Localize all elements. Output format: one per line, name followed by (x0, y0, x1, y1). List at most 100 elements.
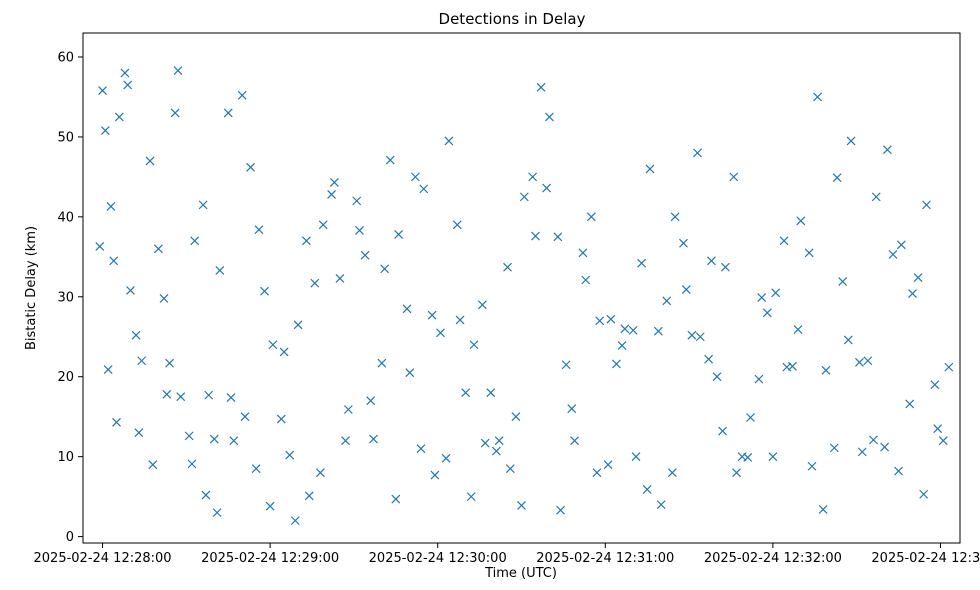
data-point (729, 172, 739, 182)
data-point (645, 164, 655, 174)
data-point (704, 354, 714, 364)
data-point (170, 108, 180, 118)
data-point (385, 155, 395, 165)
x-axis: 2025-02-24 12:28:00 2025-02-24 12:29:00 20… (34, 543, 980, 566)
data-point (494, 436, 504, 446)
data-point (335, 273, 345, 283)
data-points (95, 66, 954, 526)
data-point (279, 347, 289, 357)
data-point (637, 258, 647, 268)
data-point (570, 436, 579, 446)
data-point (461, 388, 471, 398)
data-point (606, 314, 616, 324)
data-point (653, 326, 663, 336)
data-point (95, 242, 105, 251)
data-point (679, 238, 688, 248)
data-point (251, 464, 261, 474)
data-point (743, 453, 753, 462)
data-point (779, 236, 789, 246)
data-point (846, 136, 856, 146)
data-point (285, 450, 295, 460)
data-point (120, 68, 130, 78)
data-point (882, 145, 892, 155)
data-point (209, 434, 219, 444)
data-point (913, 273, 923, 283)
data-point (528, 172, 538, 182)
data-point (430, 470, 440, 480)
data-point (290, 516, 300, 526)
data-point (352, 196, 362, 206)
data-point (782, 362, 792, 372)
data-point (695, 332, 705, 342)
data-point (131, 330, 141, 340)
data-point (628, 325, 638, 335)
data-point (905, 399, 915, 409)
data-point (486, 388, 496, 398)
data-point (720, 262, 730, 272)
data-point (103, 365, 113, 374)
data-point (137, 356, 147, 366)
data-point (223, 108, 233, 118)
chart-title: Detections in Delay (439, 10, 586, 28)
data-point (706, 256, 716, 266)
data-point (254, 225, 264, 235)
data-point (159, 293, 169, 303)
data-point (427, 310, 437, 320)
x-tick-label: 2025-02-24 12:30:00 (369, 551, 507, 566)
data-point (561, 360, 571, 370)
x-tick-label: 2025-02-24 12:29:00 (201, 551, 339, 566)
data-point (444, 136, 454, 146)
data-point (355, 226, 364, 235)
data-point (237, 90, 247, 100)
data-point (586, 212, 596, 222)
y-tick-label: 30 (57, 290, 74, 305)
data-point (813, 92, 822, 102)
data-point (818, 505, 828, 514)
data-point (145, 156, 155, 166)
data-point (762, 308, 772, 318)
data-point (410, 172, 420, 182)
data-point (617, 341, 627, 350)
data-point (603, 460, 613, 470)
data-point (240, 412, 250, 422)
data-point (405, 368, 415, 378)
data-point (503, 262, 512, 272)
data-point (466, 492, 476, 502)
data-point (176, 392, 186, 402)
data-point (768, 452, 778, 462)
data-point (732, 468, 741, 478)
data-point (838, 277, 848, 287)
data-point (868, 435, 878, 445)
data-point (894, 466, 903, 476)
data-point (796, 216, 806, 226)
data-point (134, 428, 144, 438)
data-point (153, 244, 163, 254)
data-point (863, 356, 873, 366)
data-point (229, 436, 239, 446)
data-point (469, 340, 479, 350)
data-point (148, 460, 158, 470)
x-axis-label: Time (UTC) (484, 566, 557, 581)
data-point (511, 412, 521, 422)
data-point (212, 508, 222, 518)
data-point (310, 278, 320, 288)
data-point (656, 500, 666, 510)
data-point (517, 501, 526, 510)
data-point (480, 438, 490, 448)
data-point (360, 250, 370, 260)
data-point (377, 358, 387, 368)
data-point (190, 236, 200, 246)
data-point (416, 444, 426, 454)
data-point (455, 315, 465, 325)
data-point (581, 275, 591, 285)
data-point (343, 405, 353, 414)
data-point (366, 396, 376, 406)
data-point (612, 359, 621, 369)
data-point (491, 446, 501, 456)
axes-frame (82, 32, 961, 544)
data-point (184, 431, 194, 441)
data-point (843, 335, 853, 345)
data-point (595, 316, 605, 326)
data-point (98, 86, 107, 95)
